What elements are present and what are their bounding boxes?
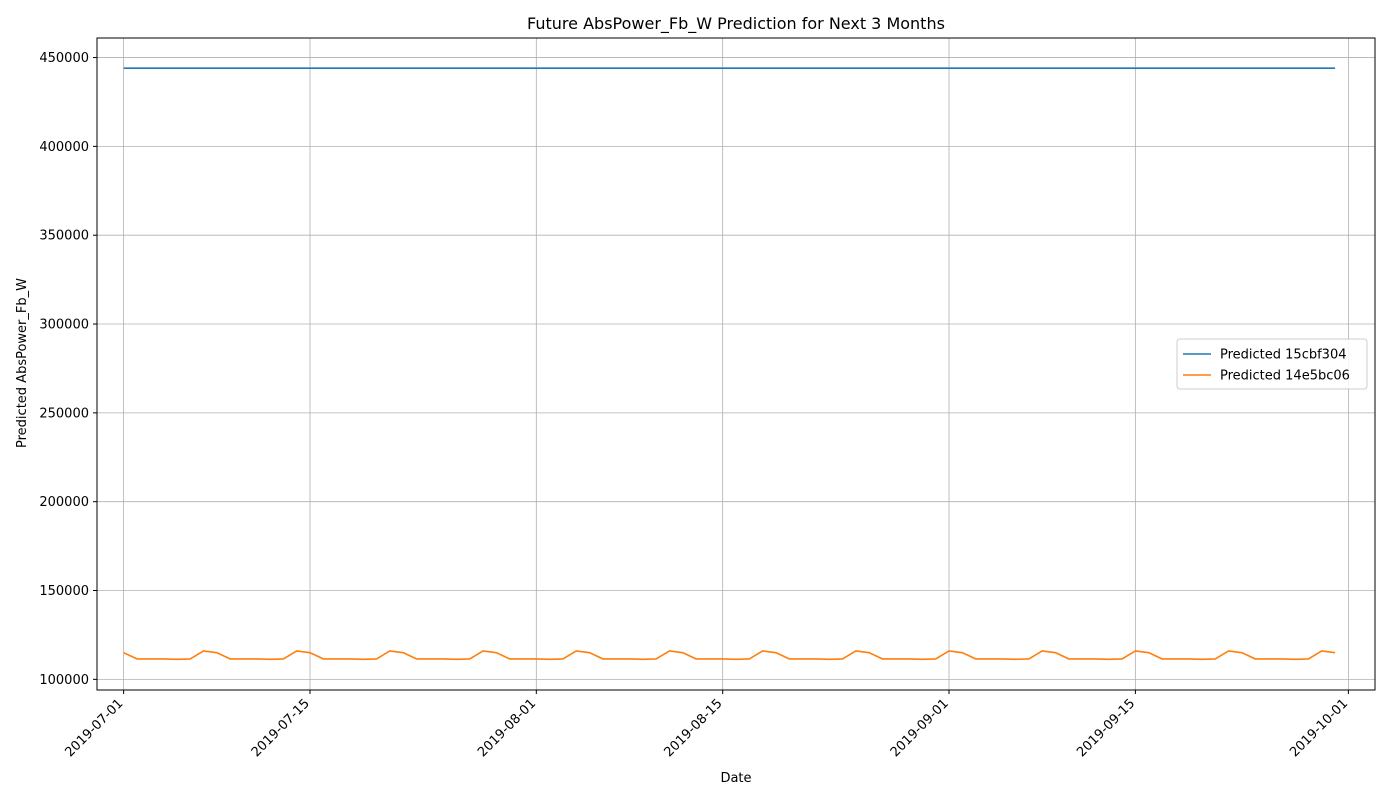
legend-label: Predicted 15cbf304 [1220,348,1347,363]
y-axis-label: Predicted AbsPower_Fb_W [15,278,30,448]
legend-label: Predicted 14e5bc06 [1220,369,1350,384]
x-axis-label: Date [720,771,751,786]
y-tick-label: 450000 [39,51,89,66]
x-tick-label: 2019-10-01 [1287,696,1351,760]
series-layer [124,68,1335,659]
x-tick-label: 2019-07-15 [249,696,313,760]
x-tick-label: 2019-09-01 [888,696,952,760]
x-tick-label: 2019-09-15 [1074,696,1138,760]
chart-title: Future AbsPower_Fb_W Prediction for Next… [527,14,945,34]
y-tick-label: 250000 [39,406,89,421]
x-tick-label: 2019-08-15 [661,696,725,760]
legend: Predicted 15cbf304 Predicted 14e5bc06 [1177,339,1367,389]
y-tick-label: 300000 [39,318,89,333]
y-tick-label: 200000 [39,495,89,510]
series-line-2 [124,651,1335,659]
y-tick-label: 400000 [39,140,89,155]
x-tick-label: 2019-08-01 [475,696,539,760]
y-tick-label: 100000 [39,673,89,688]
x-tick-label: 2019-07-01 [62,696,126,760]
tick-layer: 100000 150000 200000 250000 300000 350000 4000… [39,51,1351,760]
y-tick-label: 350000 [39,229,89,244]
y-tick-label: 150000 [39,584,89,599]
